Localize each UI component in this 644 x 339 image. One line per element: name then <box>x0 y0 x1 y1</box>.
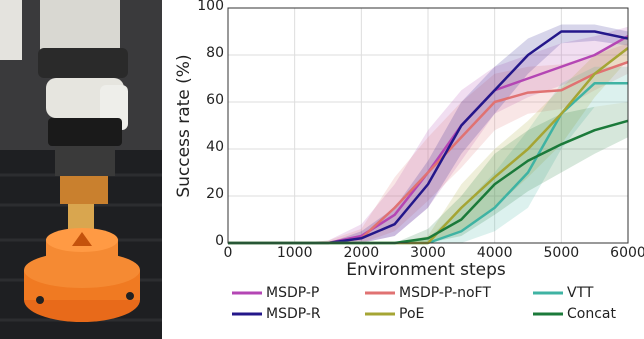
uncertainty-band <box>228 66 628 243</box>
legend: MSDP-P MSDP-P-noFT VTT MSDP-R PoE Concat <box>232 285 616 322</box>
x-tick-label: 3000 <box>410 245 446 261</box>
x-tick-label: 6000 <box>610 245 644 261</box>
robot-photo <box>0 0 162 339</box>
x-tick-label: 0 <box>224 245 233 261</box>
y-tick-label: 0 <box>215 233 224 249</box>
legend-label: PoE <box>399 306 424 322</box>
uncertainty-band <box>228 24 628 244</box>
x-tick-label: 5000 <box>544 245 580 261</box>
uncertainty-band <box>228 102 628 243</box>
legend-label: Concat <box>567 306 616 322</box>
x-tick-label: 2000 <box>344 245 380 261</box>
plot-frame <box>227 7 629 244</box>
legend-label: MSDP-P-noFT <box>399 285 491 301</box>
legend-label: VTT <box>567 285 594 301</box>
y-tick-label: 20 <box>206 186 224 202</box>
y-tick-label: 60 <box>206 92 224 108</box>
legend-label: MSDP-R <box>266 306 321 322</box>
y-tick-label: 100 <box>197 0 224 14</box>
y-tick-label: 80 <box>206 45 224 61</box>
x-tick-label: 4000 <box>477 245 513 261</box>
y-axis-label: Success rate (%) <box>174 54 194 197</box>
x-tick-label: 1000 <box>277 245 313 261</box>
y-tick-label: 40 <box>206 139 224 155</box>
uncertainty-band <box>228 26 628 243</box>
x-axis-label: Environment steps <box>346 260 506 280</box>
legend-label: MSDP-P <box>266 285 319 301</box>
